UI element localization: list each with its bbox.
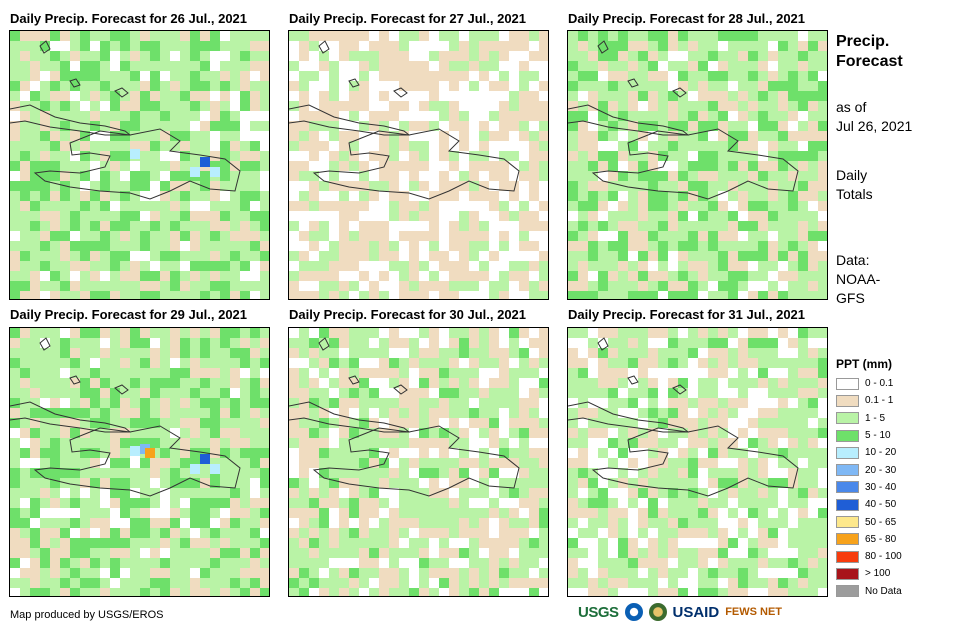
precip-grid xyxy=(289,328,548,596)
noaa-logo xyxy=(624,603,643,621)
panel-title-1: Daily Precip. Forecast for 26 Jul., 2021 xyxy=(10,11,248,26)
panel-title-3: Daily Precip. Forecast for 28 Jul., 2021 xyxy=(568,11,806,26)
legend-label: 30 - 40 xyxy=(865,481,897,493)
legend-swatch xyxy=(836,377,859,390)
map-panel-3 xyxy=(567,30,828,300)
precip-grid xyxy=(10,328,269,596)
legend-item: 80 - 100 xyxy=(836,548,902,565)
legend-swatch xyxy=(836,585,859,598)
panel-title-4: Daily Precip. Forecast for 29 Jul., 2021 xyxy=(10,307,248,322)
precip-grid xyxy=(10,31,269,299)
doi-logo xyxy=(648,603,667,621)
legend: 0 - 0.1 0.1 - 1 1 - 5 5 - 10 10 - 20 20 - 30 3… xyxy=(836,375,902,600)
legend-swatch xyxy=(836,550,859,563)
legend-label: 1 - 5 xyxy=(865,412,886,424)
data-source-label: Data: NOAA- GFS xyxy=(836,252,881,306)
map-panel-6 xyxy=(567,327,828,597)
legend-item: 30 - 40 xyxy=(836,479,902,496)
legend-swatch xyxy=(836,394,859,407)
legend-item: 65 - 80 xyxy=(836,531,902,548)
precip-grid xyxy=(568,328,827,596)
legend-label: 40 - 50 xyxy=(865,499,897,511)
panel-title-5: Daily Precip. Forecast for 30 Jul., 2021 xyxy=(289,307,527,322)
fews-net-logo: FEWS NET xyxy=(725,606,783,618)
legend-swatch xyxy=(836,533,859,546)
sidebar-title: Precip. Forecast xyxy=(836,33,903,70)
legend-swatch xyxy=(836,464,859,477)
usaid-logo: USAID xyxy=(672,603,720,621)
legend-swatch xyxy=(836,412,859,425)
legend-swatch xyxy=(836,429,859,442)
as-of-label: as of xyxy=(836,99,867,115)
legend-item: 40 - 50 xyxy=(836,496,902,513)
legend-label: 0.1 - 1 xyxy=(865,395,894,407)
daily-totals-label: Daily Totals xyxy=(836,167,873,202)
legend-label: 10 - 20 xyxy=(865,447,897,459)
legend-item: 10 - 20 xyxy=(836,444,902,461)
usgs-logo: USGS xyxy=(578,603,619,621)
legend-item: 5 - 10 xyxy=(836,427,902,444)
precip-grid xyxy=(568,31,827,299)
legend-label: > 100 xyxy=(865,568,891,580)
legend-item: > 100 xyxy=(836,565,902,582)
precip-grid xyxy=(289,31,548,299)
legend-label: 0 - 0.1 xyxy=(865,378,894,390)
credit-text: Map produced by USGS/EROS xyxy=(10,609,164,621)
legend-label: 80 - 100 xyxy=(865,551,902,563)
legend-label: 50 - 65 xyxy=(865,516,897,528)
legend-label: 20 - 30 xyxy=(865,464,897,476)
map-panel-2 xyxy=(288,30,549,300)
panel-title-2: Daily Precip. Forecast for 27 Jul., 2021 xyxy=(289,11,527,26)
panel-title-6: Daily Precip. Forecast for 31 Jul., 2021 xyxy=(568,307,806,322)
legend-item: 20 - 30 xyxy=(836,461,902,478)
legend-item: 0 - 0.1 xyxy=(836,375,902,392)
legend-swatch xyxy=(836,446,859,459)
legend-title: PPT (mm) xyxy=(836,357,893,371)
as-of-date: Jul 26, 2021 xyxy=(836,118,913,134)
legend-item: 50 - 65 xyxy=(836,513,902,530)
legend-item: No Data xyxy=(836,583,902,600)
legend-label: 65 - 80 xyxy=(865,533,897,545)
logo-strip: USGS USAID FEWS NET xyxy=(578,603,782,621)
legend-swatch xyxy=(836,516,859,529)
legend-item: 0.1 - 1 xyxy=(836,392,902,409)
legend-label: 5 - 10 xyxy=(865,430,891,442)
legend-swatch xyxy=(836,481,859,494)
legend-label: No Data xyxy=(865,585,902,597)
map-panel-1 xyxy=(9,30,270,300)
legend-swatch xyxy=(836,567,859,580)
legend-swatch xyxy=(836,498,859,511)
legend-item: 1 - 5 xyxy=(836,410,902,427)
map-panel-4 xyxy=(9,327,270,597)
map-panel-5 xyxy=(288,327,549,597)
